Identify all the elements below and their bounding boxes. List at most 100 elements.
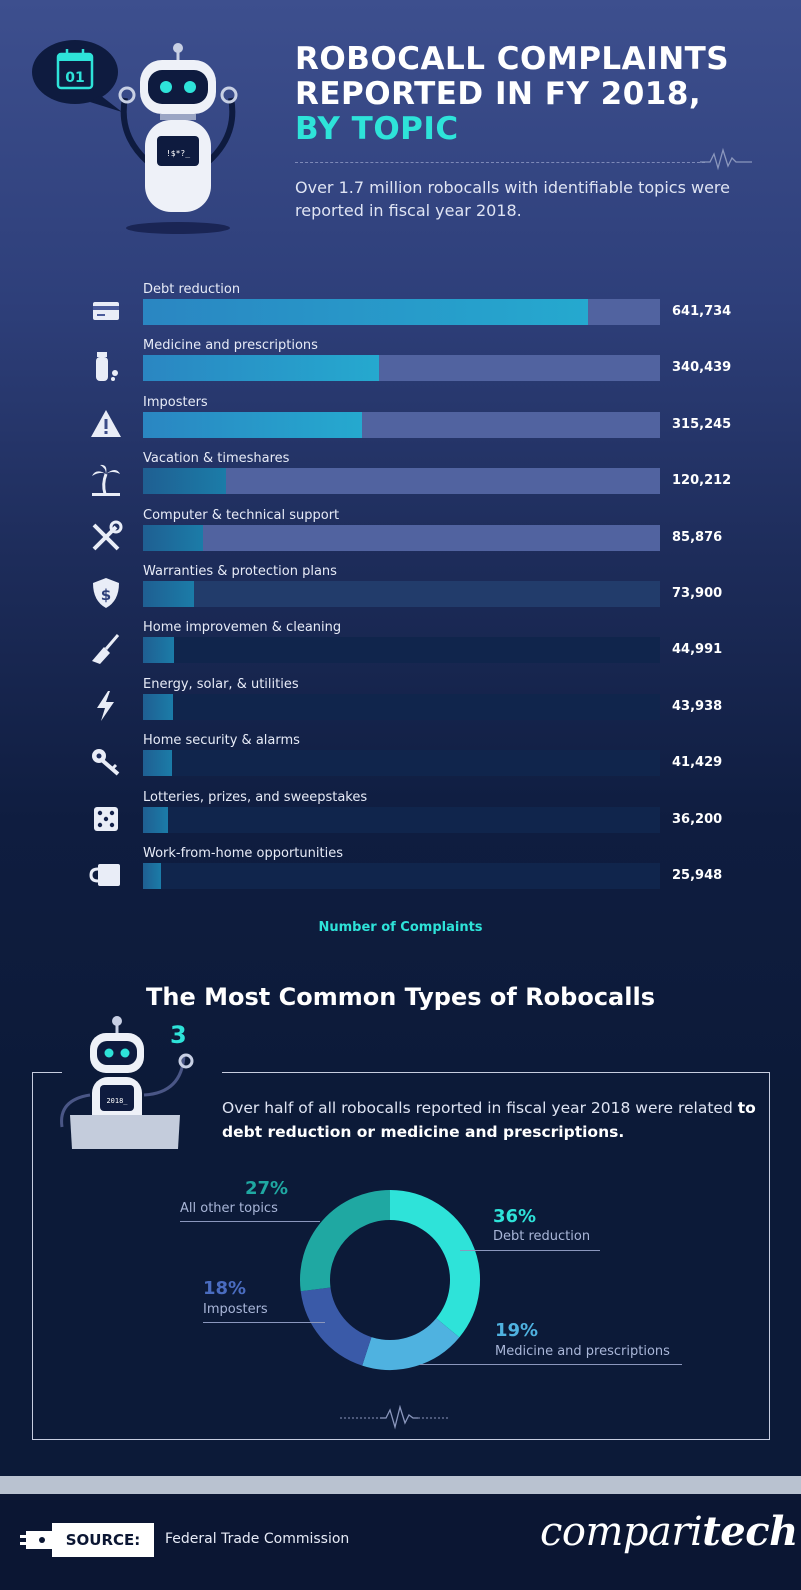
title-line-3: BY TOPIC	[295, 111, 459, 147]
bar-value: 43,938	[672, 698, 723, 714]
leader-medicine	[420, 1364, 682, 1365]
title-line-2: REPORTED IN FY 2018,	[295, 76, 702, 112]
bar-label: Medicine and prescriptions	[143, 338, 318, 354]
bar	[143, 806, 169, 833]
bar-value: 25,948	[672, 868, 723, 883]
mug-icon	[89, 864, 120, 886]
bar-value: 120,212	[672, 473, 732, 489]
bar-label: Vacation & timeshares	[143, 451, 290, 467]
svg-text:$: $	[101, 586, 111, 604]
donut-slice	[389, 1190, 480, 1338]
bar	[143, 581, 195, 607]
robot-shadow	[126, 222, 230, 234]
source-text: Federal Trade Commission	[165, 1531, 350, 1547]
plug-icon	[20, 1531, 54, 1549]
leader-all-other	[180, 1221, 320, 1222]
intro-plain: Over half of all robocalls reported in f…	[222, 1099, 738, 1117]
bar-track	[143, 750, 660, 777]
donut-panel-top-border-left	[32, 1072, 62, 1073]
donut-slice	[300, 1190, 391, 1292]
pct-imposters: 18%	[203, 1278, 247, 1299]
pulse-line-bottom-icon	[340, 1405, 450, 1430]
bar	[143, 750, 172, 777]
brand-light: compari	[540, 1509, 703, 1555]
pct-medicine: 19%	[495, 1320, 539, 1341]
bar-label: Imposters	[143, 394, 208, 410]
lightning-icon	[97, 690, 114, 721]
title-divider	[295, 162, 705, 163]
bar-value: 73,900	[672, 586, 723, 601]
bar-value: 44,991	[672, 642, 723, 658]
donut-slice	[300, 1286, 373, 1366]
title-line-1: ROBOCALL COMPLAINTS	[295, 41, 730, 77]
bar-track	[143, 806, 660, 833]
donut-panel-top-border	[222, 1072, 770, 1073]
laptop-robot-illustration: 2018_ 3	[60, 1016, 194, 1149]
bar-label: Energy, solar, & utilities	[143, 676, 299, 692]
bar	[143, 524, 203, 551]
bar-track	[143, 581, 660, 607]
leader-imposters	[203, 1322, 325, 1323]
label-medicine: Medicine and prescriptions	[495, 1344, 670, 1359]
robot-screen-text: !$*?_	[166, 149, 190, 158]
donut-chart	[300, 1190, 480, 1370]
bar-label: Lotteries, prizes, and sweepstakes	[143, 789, 368, 805]
bar-track	[143, 411, 660, 438]
key-icon	[92, 749, 120, 776]
calendar-badge: 01	[65, 70, 84, 86]
label-all-other: All other topics	[180, 1201, 278, 1216]
pct-all-other: 27%	[245, 1178, 289, 1199]
bar	[143, 299, 589, 325]
bar	[143, 468, 227, 495]
bar-chart: Debt reduction 641,734 Medicine and prescr…	[89, 282, 732, 889]
page-title: ROBOCALL COMPLAINTS REPORTED IN FY 2018,…	[295, 42, 795, 147]
donut-slice	[362, 1317, 460, 1370]
x-axis-label: Number of Complaints	[318, 920, 483, 935]
bar-track	[143, 863, 660, 889]
intro-bold: to debt reduction or medicine and prescr…	[222, 1099, 756, 1141]
bar	[143, 355, 380, 382]
warning-icon	[91, 409, 121, 437]
pct-debt: 36%	[493, 1206, 537, 1227]
page-subtitle: Over 1.7 million robocalls with identifi…	[295, 178, 730, 220]
section-title: The Most Common Types of Robocalls	[146, 983, 655, 1011]
bar-label: Work-from-home opportunities	[143, 846, 343, 861]
bar-value: 85,876	[672, 529, 723, 545]
bar-track	[143, 355, 660, 382]
donut-intro: Over half of all robocalls reported in f…	[222, 1096, 762, 1144]
bar	[143, 863, 161, 889]
footer-strip	[0, 1476, 801, 1494]
label-imposters: Imposters	[203, 1302, 268, 1317]
shield-dollar-icon: $	[93, 578, 119, 608]
robot-illustration: 01 !$*?_	[32, 40, 238, 234]
number-three-icon: 3	[170, 1021, 187, 1049]
bar-track	[143, 693, 660, 720]
bar-value: 36,200	[672, 811, 723, 827]
page-background	[0, 0, 801, 1480]
bar-track	[143, 468, 660, 495]
dice-icon	[94, 806, 118, 831]
bar-track	[143, 299, 660, 325]
pill-bottle-icon	[96, 352, 118, 382]
bar-label: Debt reduction	[143, 282, 241, 297]
bar	[143, 637, 175, 664]
bar-label: Home improvemen & cleaning	[143, 620, 342, 636]
brand-logo: comparitech	[540, 1508, 798, 1555]
tools-icon	[92, 520, 123, 551]
bar-track	[143, 637, 660, 664]
palm-tree-icon	[92, 465, 120, 497]
bar-value: 41,429	[672, 755, 723, 771]
source-label: SOURCE:	[52, 1523, 154, 1557]
credit-card-icon	[93, 302, 119, 320]
bar-value: 315,245	[672, 416, 732, 432]
broom-icon	[92, 634, 120, 665]
bar-value: 641,734	[672, 304, 732, 319]
leader-debt	[460, 1250, 600, 1251]
speech-bubble	[32, 40, 118, 104]
label-debt: Debt reduction	[493, 1229, 591, 1244]
bar-label: Home security & alarms	[143, 733, 300, 749]
bar-track	[143, 524, 660, 551]
bar-value: 340,439	[672, 360, 732, 376]
bar	[143, 411, 362, 438]
bar	[143, 693, 174, 720]
